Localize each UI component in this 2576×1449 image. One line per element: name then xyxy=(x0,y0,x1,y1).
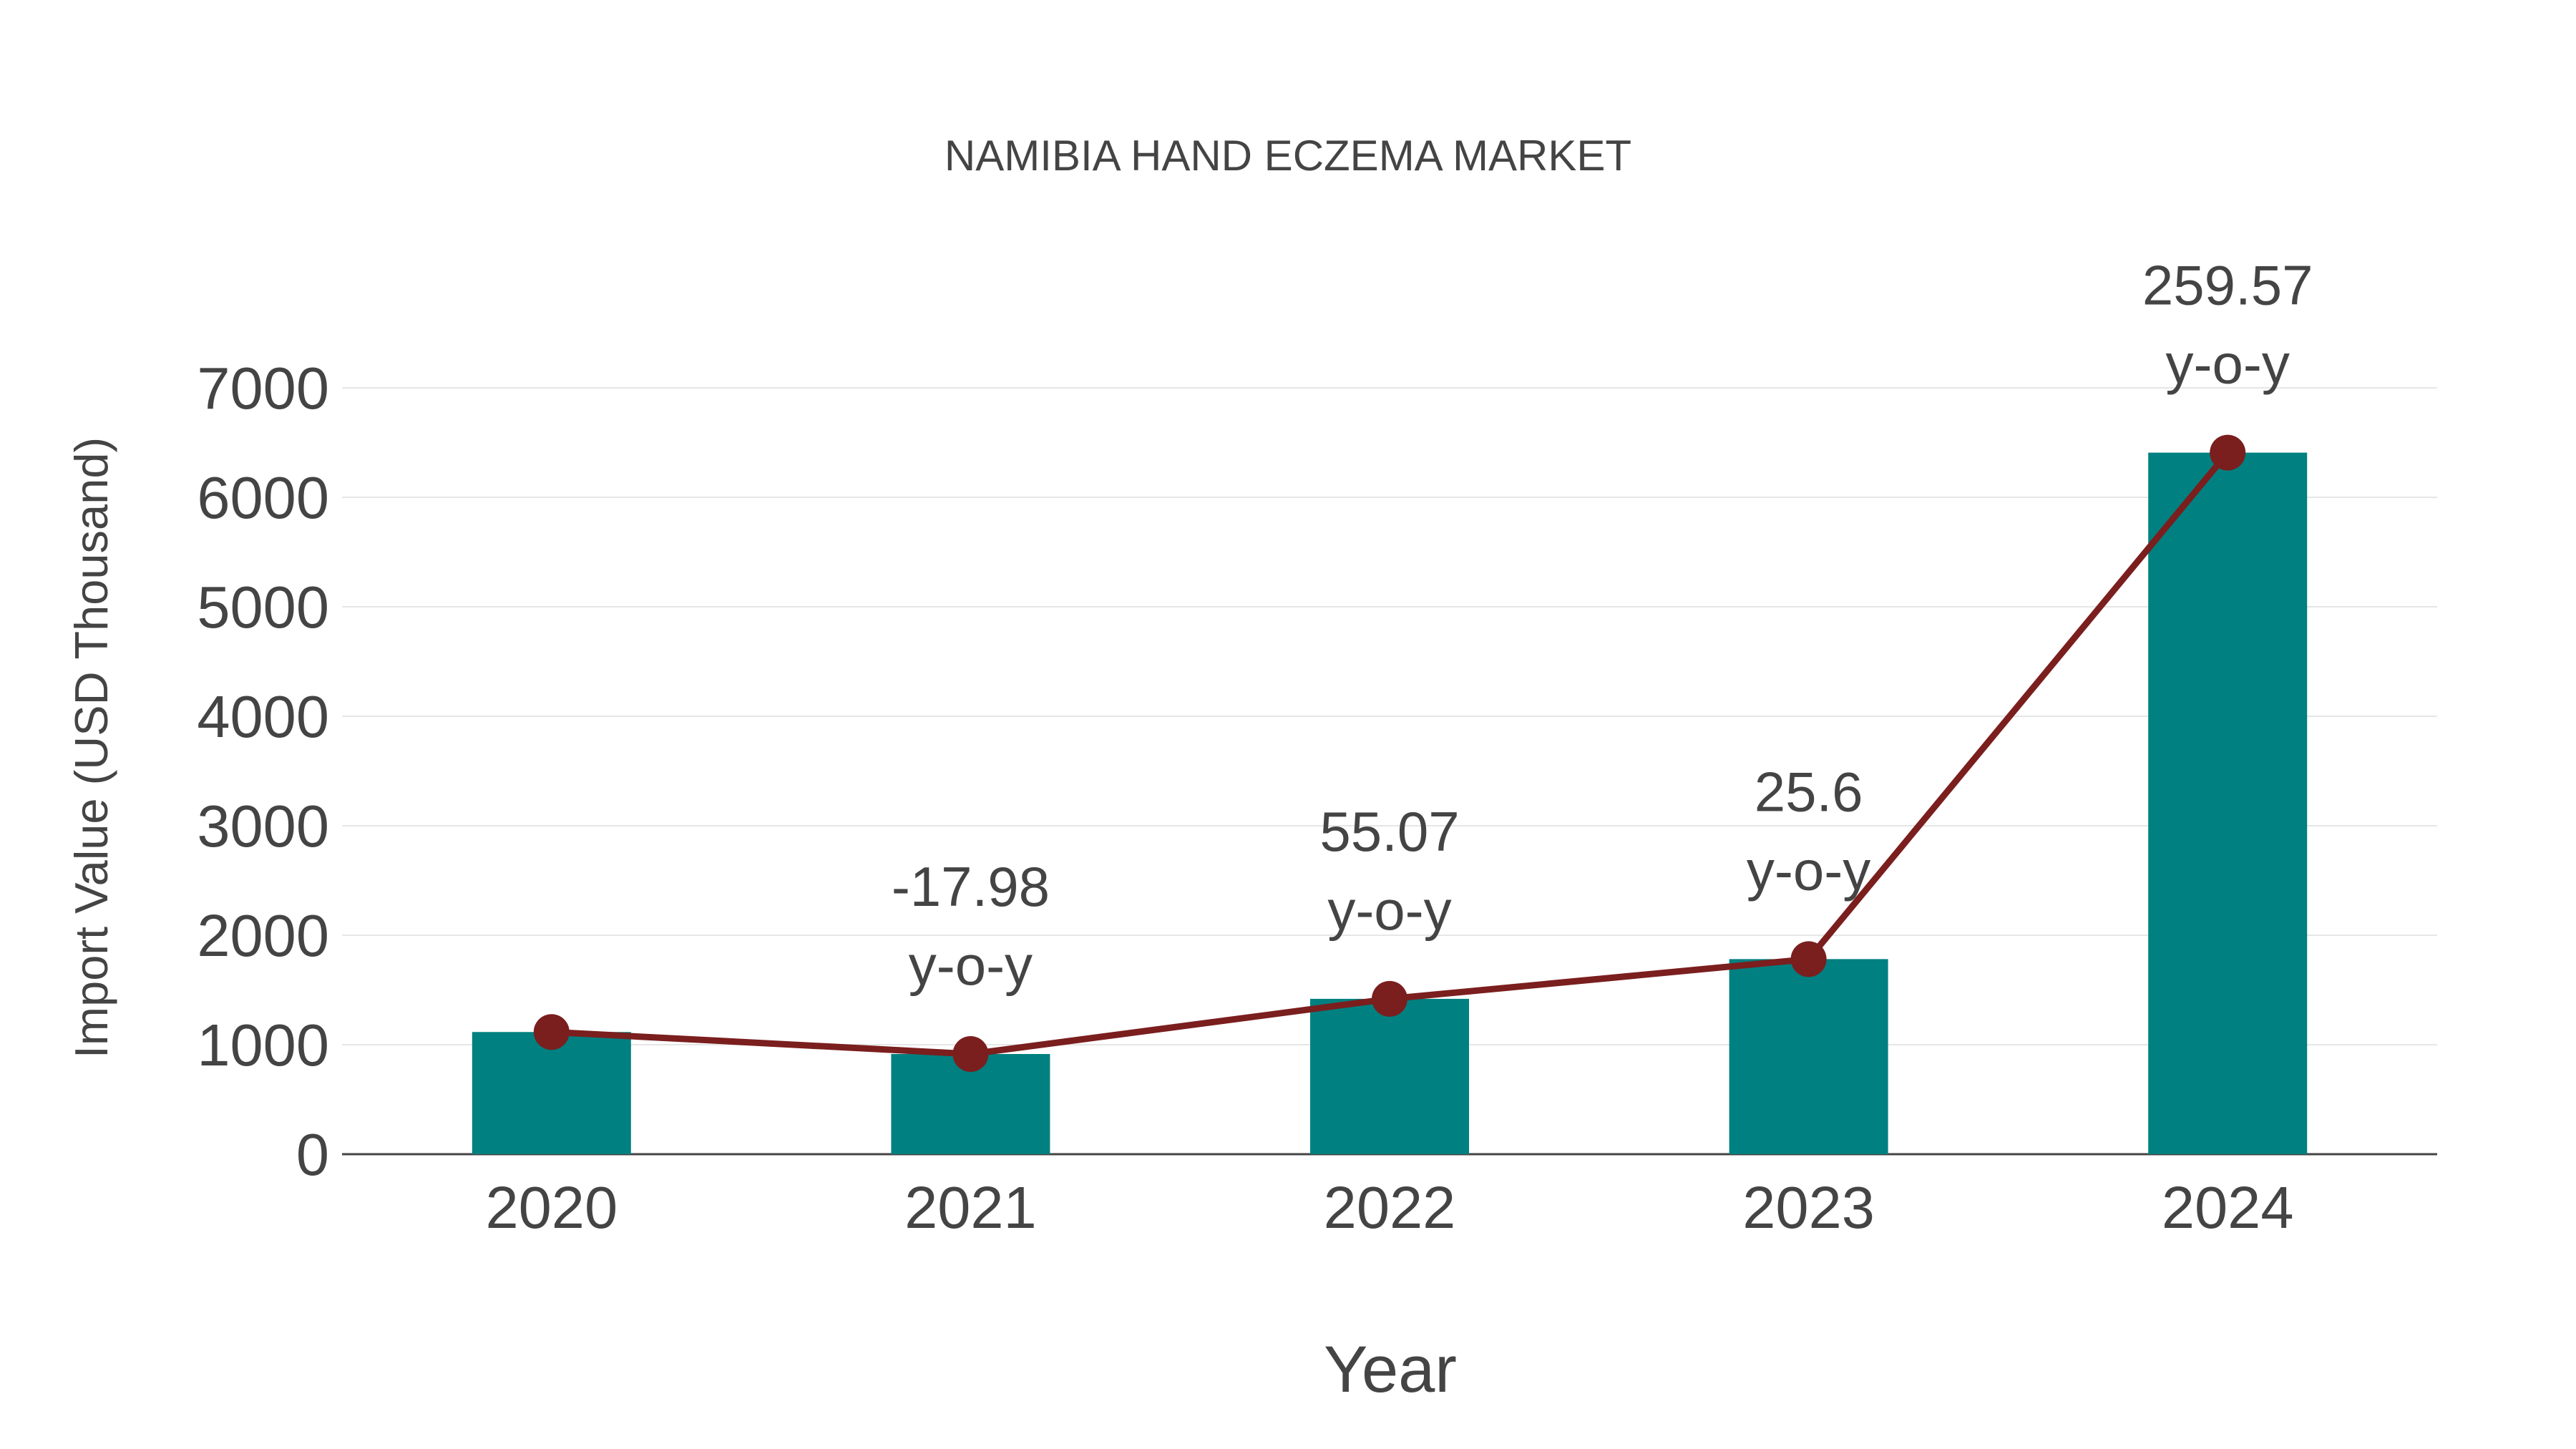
y-tick-label: 6000 xyxy=(197,464,329,531)
yoy-value-label: 25.6 xyxy=(1755,760,1863,823)
yoy-value-label: 259.57 xyxy=(2142,254,2313,317)
y-tick-label: 0 xyxy=(296,1121,329,1188)
y-tick-label: 5000 xyxy=(197,574,329,640)
trend-point-2021 xyxy=(952,1036,989,1073)
x-tick-label: 2022 xyxy=(1324,1174,1456,1241)
yoy-suffix-label: y-o-y xyxy=(1327,879,1451,942)
trend-line xyxy=(551,450,2230,1058)
trend-point-2023 xyxy=(1790,941,1827,977)
yoy-suffix-label: y-o-y xyxy=(2166,333,2290,396)
x-tick-label: 2023 xyxy=(1742,1174,1875,1241)
x-tick-label: 2020 xyxy=(485,1174,618,1241)
y-tick-label: 4000 xyxy=(197,683,329,750)
y-axis-title: Import Value (USD Thousand) xyxy=(65,437,117,1058)
bar-2024 xyxy=(2148,452,2308,1154)
y-tick-label: 7000 xyxy=(197,355,329,421)
yoy-suffix-label: y-o-y xyxy=(909,934,1033,997)
y-tick-label: 3000 xyxy=(197,793,329,859)
yoy-suffix-label: y-o-y xyxy=(1747,839,1870,902)
trend-point-2022 xyxy=(1372,980,1407,1017)
trend-point-2020 xyxy=(533,1014,570,1050)
y-tick-label: 1000 xyxy=(197,1012,329,1078)
bar-2023 xyxy=(1729,959,1888,1154)
yoy-value-label: 55.07 xyxy=(1319,800,1459,863)
x-axis-title: Year xyxy=(1324,1333,1457,1406)
bar-2020 xyxy=(472,1032,631,1154)
trend-point-2024 xyxy=(2210,434,2246,471)
y-tick-label: 2000 xyxy=(197,902,329,969)
yoy-value-label: -17.98 xyxy=(892,855,1050,918)
bar-2022 xyxy=(1310,998,1469,1154)
x-tick-label: 2021 xyxy=(904,1174,1037,1241)
chart-title: NAMIBIA HAND ECZEMA MARKET xyxy=(945,132,1631,180)
x-tick-label: 2024 xyxy=(2162,1174,2294,1241)
